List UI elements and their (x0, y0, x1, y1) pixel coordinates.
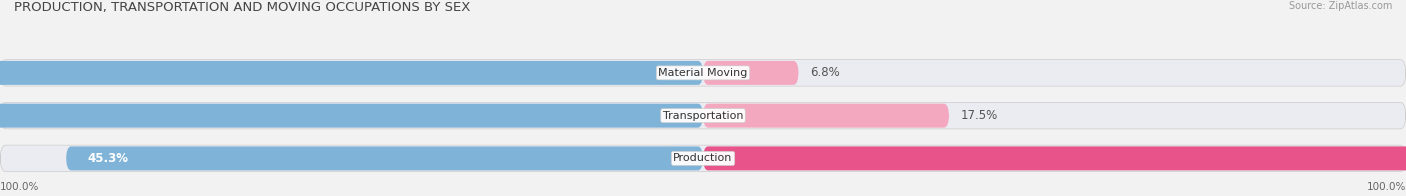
FancyBboxPatch shape (0, 145, 1406, 172)
FancyBboxPatch shape (0, 104, 703, 128)
Text: 17.5%: 17.5% (960, 109, 997, 122)
Text: Production: Production (673, 153, 733, 163)
Text: Material Moving: Material Moving (658, 68, 748, 78)
FancyBboxPatch shape (0, 61, 703, 85)
Text: Source: ZipAtlas.com: Source: ZipAtlas.com (1288, 1, 1392, 11)
Text: 100.0%: 100.0% (0, 182, 39, 192)
Text: 100.0%: 100.0% (1367, 182, 1406, 192)
FancyBboxPatch shape (703, 104, 949, 128)
FancyBboxPatch shape (0, 60, 1406, 86)
Text: 45.3%: 45.3% (87, 152, 128, 165)
FancyBboxPatch shape (0, 102, 1406, 129)
FancyBboxPatch shape (703, 146, 1406, 170)
Text: PRODUCTION, TRANSPORTATION AND MOVING OCCUPATIONS BY SEX: PRODUCTION, TRANSPORTATION AND MOVING OC… (14, 1, 471, 14)
Text: Transportation: Transportation (662, 111, 744, 121)
FancyBboxPatch shape (66, 146, 703, 170)
Text: 6.8%: 6.8% (810, 66, 839, 79)
FancyBboxPatch shape (703, 61, 799, 85)
